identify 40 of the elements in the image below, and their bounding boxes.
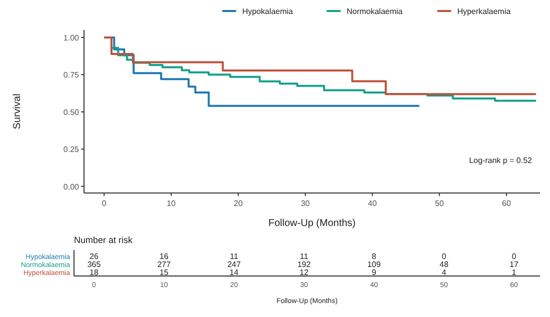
data-label: 15: [160, 268, 169, 277]
data-label: 277: [157, 260, 172, 269]
x-tick-label: 40: [368, 199, 378, 208]
data-label: 192: [297, 260, 312, 269]
y-axis-title: Survival: [12, 94, 23, 130]
y-tick-label: 1.00: [63, 33, 80, 42]
legend-label: Hypokalaemia: [242, 7, 294, 16]
data-label: 26: [90, 252, 99, 261]
legend-label: Hyperkalaemia: [457, 7, 512, 16]
x-tick-label: 20: [234, 199, 244, 208]
data-label: 4: [442, 268, 447, 277]
x-axis-title: Follow-Up (Months): [268, 218, 356, 229]
data-label: 0: [442, 252, 447, 261]
data-label: 9: [372, 268, 377, 277]
data-label: 11: [300, 252, 309, 261]
annotation: Log-rank p = 0.52: [469, 156, 533, 165]
y-tick-label: 0.50: [63, 108, 80, 117]
x-tick-label: 60: [502, 199, 512, 208]
y-tick-label: 0.25: [63, 145, 80, 154]
data-label: 14: [230, 268, 239, 277]
data-label: 0: [512, 252, 517, 261]
data-label: 8: [372, 252, 377, 261]
data-label: 17: [510, 260, 519, 269]
data-label: 16: [160, 252, 169, 261]
data-label: 48: [440, 260, 449, 269]
legend-label: Normokalaemia: [346, 7, 404, 16]
data-label: 109: [367, 260, 382, 269]
x-tick-label: 50: [434, 199, 444, 208]
y-tick-label: 0.75: [63, 70, 80, 80]
data-label: 247: [227, 260, 242, 269]
data-label: 1: [512, 268, 517, 277]
data-label: 18: [90, 268, 99, 277]
x-tick-label: 30: [300, 199, 310, 208]
y-tick-label: 0.00: [63, 182, 80, 192]
chart-title: Number at risk: [74, 235, 134, 245]
data-label: 11: [230, 252, 239, 261]
x-tick-label: 0: [102, 199, 107, 208]
data-label: 365: [87, 260, 102, 269]
x-tick-label: 10: [166, 199, 176, 208]
data-label: 12: [300, 268, 309, 277]
